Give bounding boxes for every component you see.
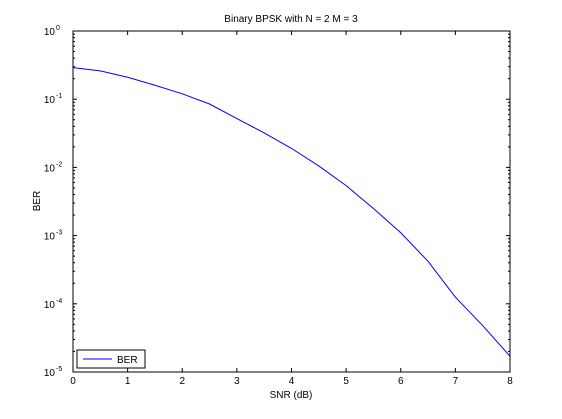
chart-title: Binary BPSK with N = 2 M = 3 [224, 14, 358, 25]
y-tick-label: 10 [44, 27, 56, 38]
ber-series-line [72, 67, 511, 357]
x-tick-label: 2 [179, 376, 185, 387]
y-tick-label: 10 [44, 95, 56, 106]
y-tick-exponent: -5 [56, 366, 62, 373]
legend-label: BER [117, 355, 138, 366]
x-tick-label: 3 [234, 376, 240, 387]
y-tick-exponent: -3 [56, 230, 62, 237]
plot-area [73, 31, 510, 372]
x-tick-label: 8 [507, 376, 513, 387]
x-axis-label: SNR (dB) [270, 390, 313, 401]
x-axis: 0 1 2 3 4 5 6 7 8 [70, 31, 513, 387]
x-tick-label: 7 [453, 376, 459, 387]
y-tick-label: 10 [44, 232, 56, 243]
y-tick-exponent: -1 [56, 93, 62, 100]
series-layer [72, 67, 511, 357]
x-tick-label: 4 [289, 376, 295, 387]
y-tick-exponent: -4 [56, 298, 62, 305]
y-axis-label: BER [32, 191, 43, 212]
y-tick-exponent: -2 [56, 161, 62, 168]
legend: BER [76, 349, 146, 369]
y-tick-label: 10 [44, 300, 56, 311]
x-tick-label: 6 [398, 376, 404, 387]
x-tick-label: 0 [70, 376, 76, 387]
y-tick-label: 10 [44, 163, 56, 174]
y-tick-exponent: 0 [56, 25, 60, 32]
x-tick-label: 5 [343, 376, 349, 387]
x-tick-label: 1 [125, 376, 131, 387]
y-tick-label: 10 [44, 368, 56, 379]
